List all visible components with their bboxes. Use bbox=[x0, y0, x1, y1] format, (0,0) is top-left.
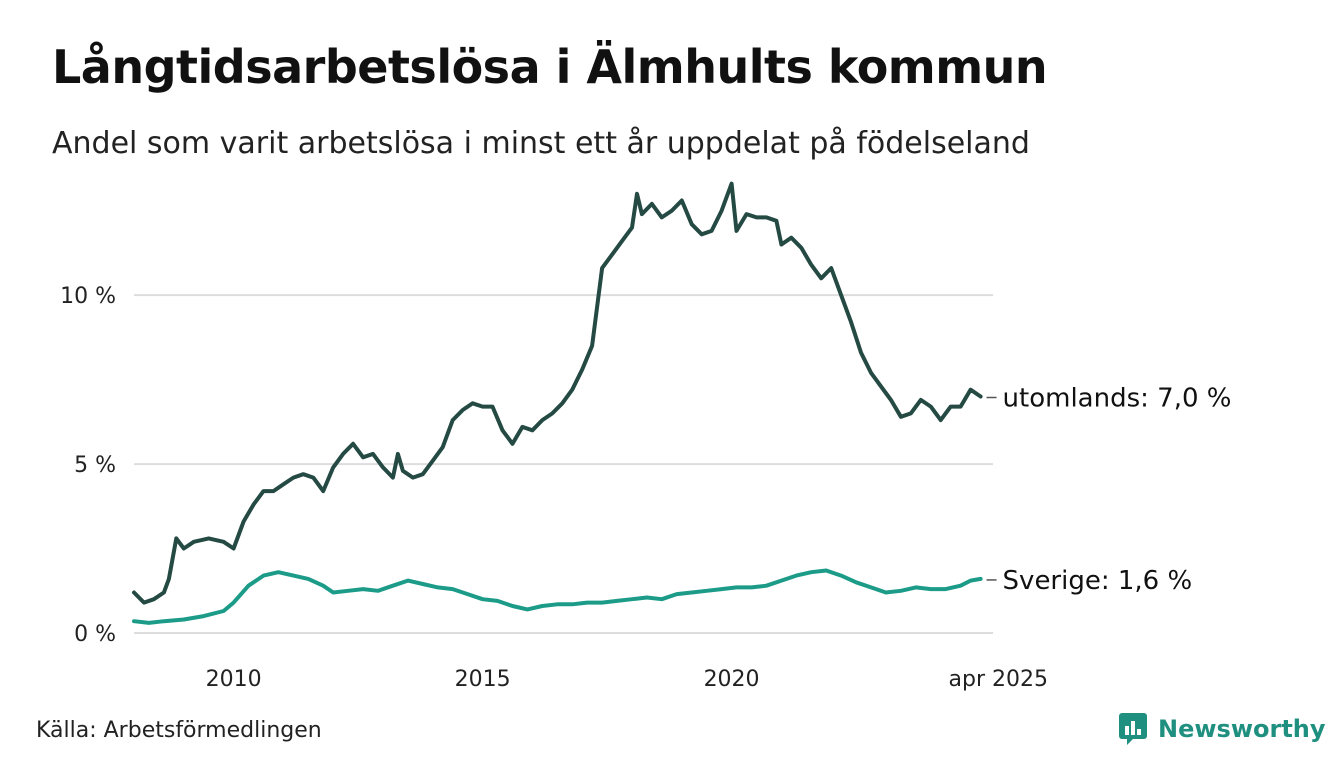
x-tick-label: 2020 bbox=[704, 667, 760, 692]
y-tick-label: 5 % bbox=[74, 453, 116, 478]
series bbox=[132, 181, 983, 625]
series-end-label: Sverige: 1,6 % bbox=[1003, 566, 1193, 596]
x-axis: 2010 2015 2020 apr 2025 bbox=[206, 667, 1048, 692]
x-tick-label: 2015 bbox=[455, 667, 511, 692]
chart-title: Långtidsarbetslösa i Älmhults kommun bbox=[52, 40, 1048, 94]
newsworthy-logo: Newsworthy bbox=[1118, 712, 1326, 746]
y-axis: 0 % 5 % 10 % bbox=[60, 284, 116, 647]
brand-name: Newsworthy bbox=[1158, 715, 1326, 743]
source-note: Källa: Arbetsförmedlingen bbox=[36, 718, 322, 743]
x-tick-label: 2010 bbox=[206, 667, 262, 692]
series-end-labels: utomlands: 7,0 % Sverige: 1,6 % bbox=[986, 384, 1232, 596]
gridlines bbox=[134, 294, 993, 634]
chart-subtitle: Andel som varit arbetslösa i minst ett å… bbox=[52, 126, 1030, 161]
series-line-utomlands bbox=[132, 181, 983, 605]
y-tick-label: 10 % bbox=[60, 284, 116, 309]
newsworthy-icon bbox=[1119, 713, 1147, 745]
series-end-label: utomlands: 7,0 % bbox=[1003, 384, 1232, 414]
x-tick-label: apr 2025 bbox=[949, 667, 1048, 692]
line-chart: 0 % 5 % 10 % 2010 2015 2020 apr 2025 utomland… bbox=[60, 181, 1232, 692]
series-line-sverige bbox=[132, 568, 983, 625]
y-tick-label: 0 % bbox=[74, 622, 116, 647]
